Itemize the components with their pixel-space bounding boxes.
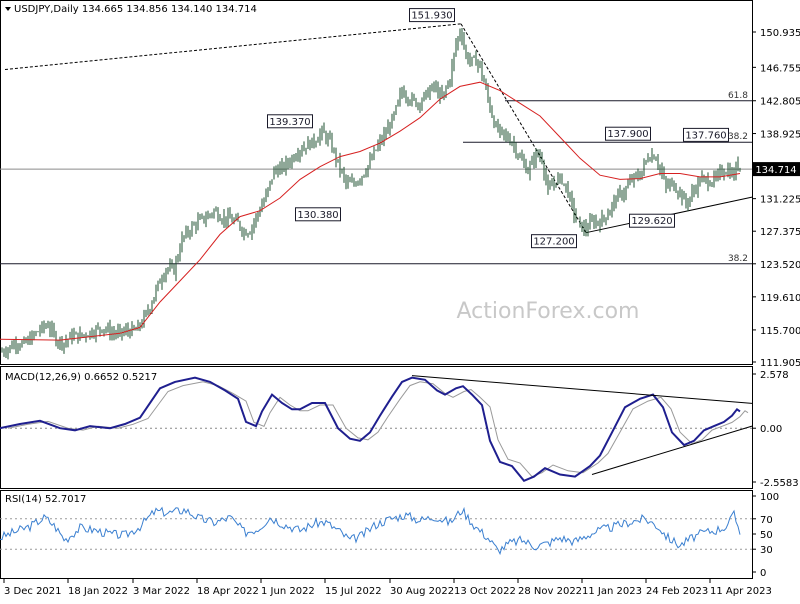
last-price-label: 134.714 [755,165,796,176]
level-label: 61.8 [728,91,748,101]
price-annotation: 127.200 [531,234,577,249]
trendline [460,23,587,233]
price-tick-label: 131.225 [760,195,800,206]
price-tick-label: 142.805 [760,97,800,108]
macd-tick-label: -2.5583 [760,478,799,489]
moving-average [0,81,741,341]
watermark-text: ActionForex.com [457,299,640,324]
sma-line [0,81,741,341]
macd-header: MACD(12,26,9) 0.6652 0.5217 [5,372,157,383]
dropdown-triangle-icon[interactable] [5,7,11,11]
price-tick-label: 123.520 [760,260,800,271]
macd-axis: 2.578 0.00 -2.5583 [752,370,799,489]
date-tick-label: 11 Apr 2023 [710,586,772,597]
level-label: 38.2 [728,254,748,264]
annotation-text: 127.200 [533,237,574,248]
price-axis: 150.935146.755142.805138.925135.045131.2… [752,28,800,369]
rsi-tick-label: 0 [760,568,766,579]
price-tick-label: 138.925 [760,130,800,141]
horizontal-levels: 61.8 38.2 38.2 [0,91,752,265]
last-price-tag: 134.714 [753,162,800,177]
watermark: ActionForex.com [457,299,640,324]
annotation-text: 130.380 [297,210,338,221]
date-tick-label: 1 Jun 2022 [261,586,315,597]
price-tick-label: 111.905 [760,358,800,369]
rsi-header: RSI(14) 52.7017 [5,494,86,505]
macd-lines [0,375,753,483]
date-tick-label: 13 Oct 2022 [454,586,516,597]
price-annotation: 151.930 [409,8,455,23]
date-axis: 3 Dec 2021 18 Jan 2022 3 Mar 2022 18 Apr 20… [3,579,772,597]
rsi-line [0,506,741,556]
price-tick-label: 127.375 [760,227,800,238]
price-bars [1,27,741,360]
symbol-header: USDJPY,Daily 134.665 134.856 134.140 134… [14,4,257,15]
date-tick-label: 3 Mar 2022 [133,586,190,597]
macd-trendline [411,375,753,404]
trendline [4,23,462,70]
price-annotation: 130.380 [295,207,341,222]
rsi-tick-label: 100 [760,492,779,503]
price-tick-label: 119.610 [760,293,800,304]
rsi-tick-label: 50 [760,530,773,541]
date-tick-label: 3 Dec 2021 [4,586,62,597]
macd-line [0,376,741,483]
level-label: 38.2 [728,132,748,142]
date-tick-label: 24 Feb 2023 [646,586,708,597]
price-annotation: 129.620 [629,213,675,228]
date-tick-label: 15 Jul 2022 [325,586,382,597]
annotation-text: 151.930 [411,11,452,22]
price-tick-label: 115.700 [760,326,800,337]
date-tick-label: 28 Nov 2022 [518,586,582,597]
macd-tick-label: 0.00 [760,424,782,435]
macd-panel [0,366,753,489]
rsi-tick-label: 30 [760,545,773,556]
price-annotation: 137.760 [683,127,729,142]
price-panel [0,0,753,365]
price-tick-label: 150.935 [760,28,800,39]
price-header: USDJPY,Daily 134.665 134.856 134.140 134… [5,4,257,15]
date-tick-label: 18 Apr 2022 [197,586,259,597]
annotation-text: 137.760 [685,130,726,141]
price-annotation: 139.370 [267,114,313,129]
date-tick-label: 11 Jan 2023 [582,586,642,597]
rsi-panel [0,490,753,579]
macd-tick-label: 2.578 [760,370,789,381]
annotation-text: 129.620 [631,216,672,227]
price-tick-label: 146.755 [760,63,800,74]
rsi-lines [0,506,752,556]
date-tick-label: 30 Aug 2022 [390,586,454,597]
annotation-text: 137.900 [607,129,648,140]
date-tick-label: 18 Jan 2022 [68,586,128,597]
price-annotations: 151.930 139.370 130.380 137.900 137.760 129.6… [267,8,729,249]
annotation-text: 139.370 [269,117,310,128]
macd-trendline [591,425,753,475]
rsi-axis: 100 70 50 30 0 [752,492,779,579]
price-annotation: 137.900 [605,126,651,141]
rsi-tick-label: 70 [760,515,773,526]
